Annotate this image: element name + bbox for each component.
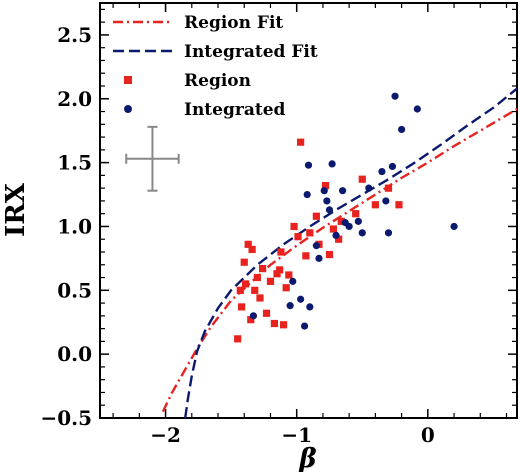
integrated-point xyxy=(354,217,362,225)
region-point xyxy=(395,201,403,209)
integrated-point xyxy=(289,277,297,285)
integrated-point xyxy=(388,162,397,171)
region-point xyxy=(297,138,305,146)
integrated-fit-line xyxy=(184,87,517,418)
region-point xyxy=(251,286,259,294)
y-tick-label: −0.5 xyxy=(40,406,92,430)
region-point xyxy=(290,222,298,231)
integrated-point xyxy=(323,197,331,205)
y-tick-label: 2.5 xyxy=(57,23,92,47)
region-point xyxy=(247,316,255,324)
y-tick-label: 1.0 xyxy=(57,214,92,238)
integrated-point xyxy=(300,322,309,330)
region-point xyxy=(312,212,320,220)
region-point xyxy=(306,229,314,237)
integrated-point xyxy=(391,92,399,100)
integrated-point xyxy=(338,187,347,195)
region-point xyxy=(259,265,267,273)
error-bar-marker xyxy=(125,125,180,192)
region-point xyxy=(244,240,252,248)
region-point xyxy=(266,277,275,285)
integrated-point xyxy=(249,312,258,320)
region-point xyxy=(262,309,271,317)
region-point xyxy=(325,250,334,259)
integrated-point xyxy=(382,197,390,205)
integrated-point xyxy=(312,242,320,250)
integrated-point xyxy=(365,184,373,192)
legend-label: Integrated Fit xyxy=(184,42,318,62)
region-point xyxy=(279,321,288,329)
integrated-point xyxy=(398,125,406,134)
legend-integrated-swatch xyxy=(124,105,132,113)
region-point xyxy=(273,270,281,278)
integrated-point xyxy=(332,231,340,239)
integrated-point xyxy=(304,161,313,169)
legend-region-swatch xyxy=(124,76,132,84)
region-point xyxy=(238,303,246,311)
region-point xyxy=(277,248,285,256)
y-tick-label: 0.0 xyxy=(57,342,92,366)
x-tick-label: −1 xyxy=(281,423,312,447)
fit-lines xyxy=(161,87,517,418)
y-tick-label: 0.5 xyxy=(57,278,92,302)
region-fit-line xyxy=(161,107,517,413)
region-point xyxy=(321,182,330,190)
integrated-point xyxy=(328,160,336,168)
region-point xyxy=(294,233,302,241)
region-point xyxy=(384,184,393,192)
integrated-point xyxy=(345,222,353,231)
legend-label: Region Fit xyxy=(184,13,283,33)
integrated-point xyxy=(378,167,386,176)
integrated-point xyxy=(384,229,393,237)
x-tick-label: 0 xyxy=(421,423,435,447)
region-point xyxy=(358,175,366,183)
region-point xyxy=(241,280,250,288)
region-point xyxy=(253,273,261,282)
integrated-point xyxy=(325,206,334,214)
region-point xyxy=(335,235,343,243)
plot-frame xyxy=(99,2,518,419)
region-point xyxy=(352,210,360,218)
y-tick-label: 2.0 xyxy=(57,87,92,111)
region-point xyxy=(256,294,264,302)
integrated-point xyxy=(286,302,294,310)
region-point xyxy=(371,201,379,209)
region-point xyxy=(240,258,248,266)
y-axis-title: IRX xyxy=(1,182,31,237)
region-point xyxy=(234,335,242,343)
legend-label: Integrated xyxy=(184,100,286,120)
integrated-point xyxy=(306,303,314,311)
x-tick-label: −2 xyxy=(150,423,181,447)
region-point xyxy=(329,225,338,233)
y-tick-label: 1.5 xyxy=(57,151,92,175)
legend: Region Fit Integrated Fit Region Integrated xyxy=(113,13,318,120)
integrated-point xyxy=(320,187,328,195)
region-point xyxy=(270,319,279,328)
region-point xyxy=(285,271,293,279)
region-point xyxy=(248,245,256,254)
legend-label: Region xyxy=(184,71,251,91)
region-point xyxy=(337,217,345,225)
integrated-point xyxy=(413,105,421,113)
region-point xyxy=(282,284,290,292)
integrated-point xyxy=(358,229,366,237)
axis-ticks: −2 −1 0 −0.5 0.0 0.5 1.0 1.5 2.0 2.5 xyxy=(40,3,517,447)
integrated-point xyxy=(297,295,305,303)
integrated-point xyxy=(303,190,311,199)
integrated-point xyxy=(315,254,323,262)
data-points xyxy=(234,92,458,343)
x-axis-title: β xyxy=(298,444,316,472)
region-point xyxy=(276,266,284,274)
integrated-point xyxy=(450,222,458,231)
region-point xyxy=(302,252,310,260)
region-point xyxy=(236,286,244,294)
